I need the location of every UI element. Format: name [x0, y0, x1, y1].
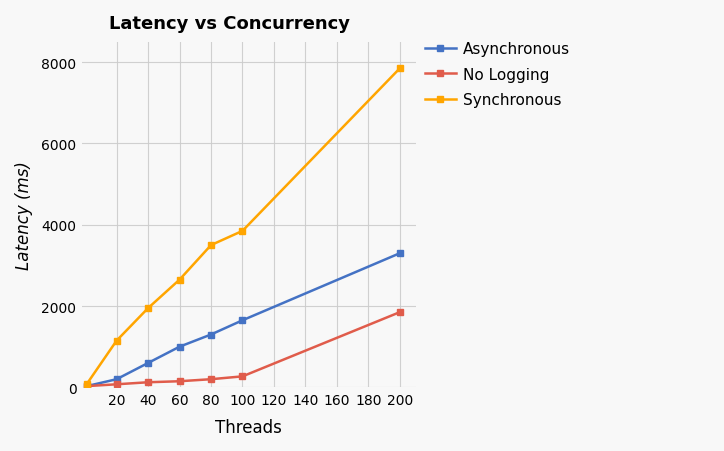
Asynchronous [175, 344, 184, 350]
Synchronous [175, 277, 184, 283]
Y-axis label: Latency (ms): Latency (ms) [15, 161, 33, 269]
No Logging [238, 374, 247, 379]
X-axis label: Threads: Threads [215, 418, 282, 436]
No Logging [83, 383, 91, 389]
Asynchronous [83, 383, 91, 389]
No Logging [112, 382, 121, 387]
Legend: Asynchronous, No Logging, Synchronous: Asynchronous, No Logging, Synchronous [419, 36, 576, 115]
Synchronous [238, 229, 247, 234]
Asynchronous [238, 318, 247, 323]
No Logging [144, 380, 153, 385]
No Logging [395, 310, 404, 315]
Line: No Logging: No Logging [83, 309, 403, 390]
Text: Latency vs Concurrency: Latency vs Concurrency [109, 15, 350, 33]
No Logging [175, 379, 184, 384]
Asynchronous [206, 332, 215, 337]
Synchronous [144, 306, 153, 311]
Asynchronous [395, 251, 404, 256]
Synchronous [83, 382, 91, 387]
Synchronous [206, 243, 215, 248]
Asynchronous [144, 360, 153, 366]
Asynchronous [112, 377, 121, 382]
Line: Synchronous: Synchronous [83, 66, 403, 388]
Synchronous [395, 66, 404, 72]
Line: Asynchronous: Asynchronous [83, 250, 403, 390]
No Logging [206, 377, 215, 382]
Synchronous [112, 338, 121, 344]
